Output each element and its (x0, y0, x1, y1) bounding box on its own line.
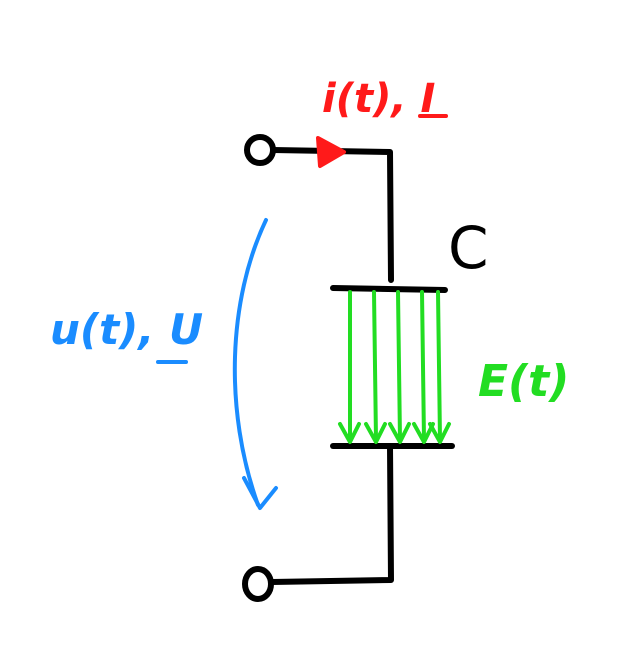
bottom-wire (269, 443, 394, 585)
field-line-arrow-2 (364, 422, 387, 444)
current-label: i(t), I (322, 76, 436, 122)
voltage-label: u(t), U (50, 305, 203, 354)
capacitor-top-plate (330, 285, 448, 293)
top-terminal (244, 134, 276, 166)
field-line-4 (420, 290, 426, 442)
voltage-arrow-head-icon (242, 476, 278, 510)
field-line-2 (372, 290, 378, 442)
field-line-arrow-1 (338, 422, 361, 444)
field-line-arrow-3 (388, 422, 411, 444)
field-line-5 (436, 290, 442, 442)
bottom-terminal (242, 566, 274, 602)
field-label: E(t) (478, 356, 569, 407)
field-line-3 (396, 290, 402, 442)
electric-field-lines (338, 290, 451, 444)
field-line-arrow-5 (428, 422, 451, 444)
voltage-arrow-line (232, 218, 268, 507)
top-wire (270, 147, 394, 283)
capacitance-label: C (448, 214, 489, 282)
current-arrow-icon (316, 136, 346, 168)
field-line-arrow-4 (412, 422, 435, 444)
